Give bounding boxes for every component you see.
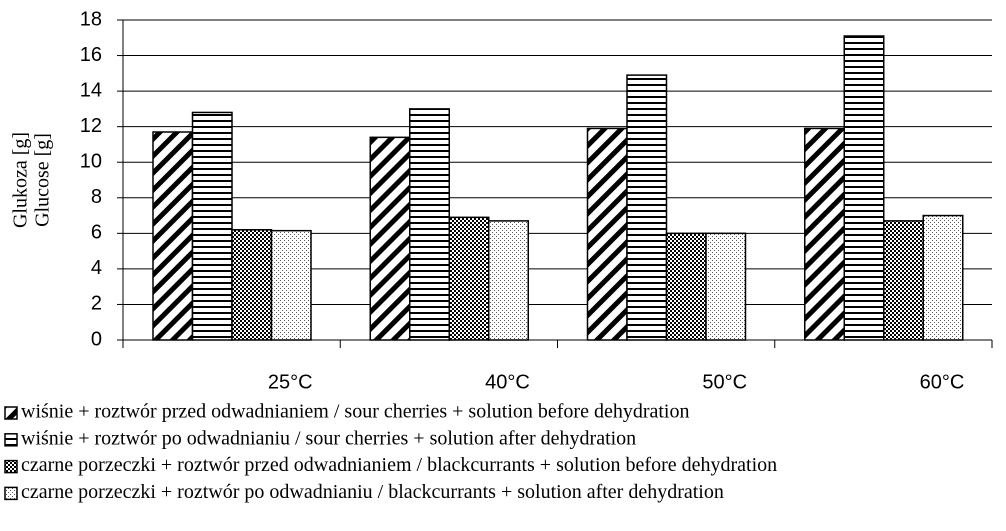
bar — [231, 229, 273, 341]
y-tick-label: 12 — [80, 115, 102, 137]
bar — [843, 35, 885, 341]
bar — [152, 131, 194, 341]
legend-swatch — [4, 486, 18, 501]
y-tick-label: 4 — [91, 257, 102, 279]
bar — [665, 232, 707, 341]
y-tick-label: 14 — [80, 79, 102, 101]
y-tick-label: 16 — [80, 44, 102, 66]
bar — [409, 108, 450, 341]
y-tick-label: 18 — [80, 8, 102, 30]
x-tick-label: 50°C — [702, 371, 747, 393]
bar — [191, 111, 233, 341]
x-tick-label: 40°C — [485, 371, 530, 393]
legend-label: czarne porzeczki + roztwór przed odwadni… — [21, 454, 777, 476]
bar — [804, 127, 845, 341]
x-tick-label: 25°C — [268, 371, 313, 393]
y-tick-label: 8 — [91, 186, 102, 208]
bar — [448, 216, 490, 341]
bar — [922, 214, 964, 341]
legend-label: wiśnie + roztwór po odwadnianiu / sour c… — [21, 427, 636, 449]
bar — [705, 232, 747, 341]
legend-swatch — [4, 459, 18, 474]
bar — [369, 136, 411, 341]
legend-swatch — [4, 433, 18, 447]
legend-label: wiśnie + roztwór przed odwadnianiem / so… — [21, 401, 689, 423]
bar — [883, 220, 924, 341]
y-tick-label: 6 — [91, 222, 102, 244]
y-axis-label: Glukoza [g] — [10, 132, 32, 228]
y-axis-label: Glucose [g] — [32, 133, 54, 227]
legend-label: czarne porzeczki + roztwór po odwadniani… — [21, 481, 724, 503]
bar — [270, 229, 312, 341]
bar — [586, 127, 628, 341]
bar — [626, 74, 668, 341]
y-tick-label: 10 — [80, 151, 102, 173]
x-tick-label: 60°C — [920, 371, 965, 393]
y-tick-label: 2 — [91, 293, 102, 315]
bar — [488, 220, 529, 341]
legend-swatch — [4, 406, 18, 420]
y-tick-label: 0 — [91, 328, 102, 350]
